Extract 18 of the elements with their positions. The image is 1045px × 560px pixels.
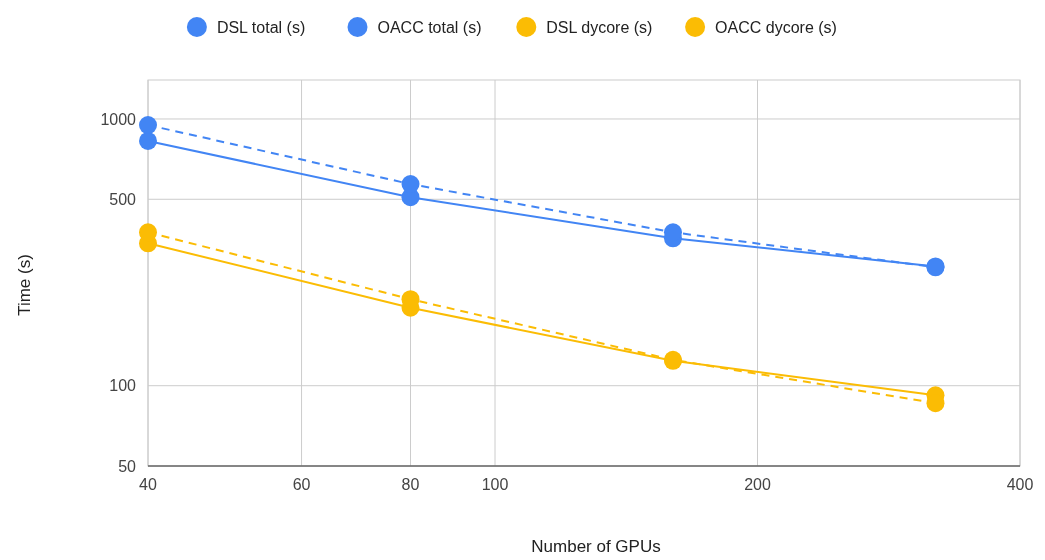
x-tick-label: 60 bbox=[292, 476, 311, 493]
x-tick-label: 80 bbox=[401, 476, 420, 493]
y-tick-label: 100 bbox=[109, 377, 137, 395]
x-axis-title: Number of GPUs bbox=[531, 537, 661, 556]
x-tick-label: 100 bbox=[481, 476, 509, 493]
legend-label: OACC dycore (s) bbox=[715, 18, 837, 36]
point bbox=[139, 131, 157, 150]
x-tick-label: 40 bbox=[139, 476, 157, 493]
legend-label: DSL total (s) bbox=[216, 18, 306, 36]
y-tick-label: 500 bbox=[109, 190, 137, 208]
legend-label: DSL dycore (s) bbox=[546, 18, 653, 36]
y-tick-label: 50 bbox=[118, 457, 137, 475]
legend-label: OACC total (s) bbox=[377, 18, 482, 36]
x-tick-label: 400 bbox=[1006, 476, 1034, 493]
x-tick-label: 200 bbox=[744, 476, 771, 493]
y-axis-title: Time (s) bbox=[15, 254, 34, 316]
point bbox=[139, 116, 157, 135]
y-tick-label: 1000 bbox=[100, 110, 137, 128]
